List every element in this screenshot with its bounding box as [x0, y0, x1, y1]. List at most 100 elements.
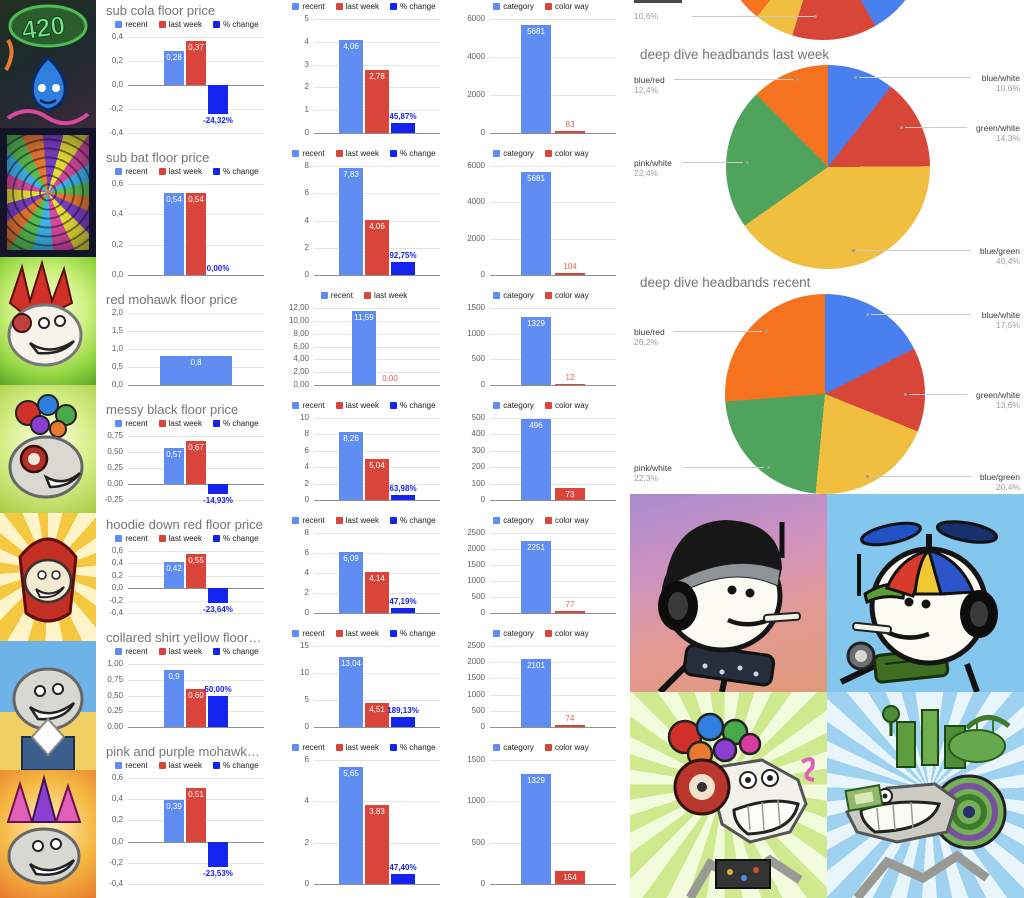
y-axis-tick-label: 8: [304, 528, 309, 537]
bar-color-way[interactable]: [555, 871, 585, 884]
bar-last-week[interactable]: [365, 69, 389, 133]
bar-category[interactable]: [521, 316, 551, 385]
y-axis-tick-label: 0,00: [107, 722, 123, 731]
bar-last-week[interactable]: [186, 441, 206, 484]
bar-recent[interactable]: [164, 193, 184, 275]
bar-change[interactable]: [391, 874, 415, 884]
bar-recent[interactable]: [164, 51, 184, 85]
chart-hoodie-down-red-floor-price[interactable]: hoodie down red floor price recent last we…: [100, 514, 274, 627]
bar-last-week[interactable]: [365, 702, 389, 727]
bar-value-label: 2251: [527, 542, 545, 552]
bar-color-way[interactable]: [555, 488, 585, 500]
bar-recent[interactable]: [339, 432, 363, 500]
chart-sub-bat-week-compare[interactable]: recent last week % change 8 6 4 2 0 7,83 4,06 92,7…: [278, 147, 450, 289]
chart-messy-black-category-color-way[interactable]: category color way 500 400 300 200 100 0 496 73: [456, 399, 626, 514]
gridline: [490, 662, 616, 664]
bar-category[interactable]: [521, 418, 551, 500]
chart-sub-cola-floor-price[interactable]: sub cola floor price recent last week % cha…: [100, 0, 274, 147]
chart-pink-purple-mohawk-category-color-way[interactable]: category color way 1500 1000 500 0 1329 154: [456, 741, 626, 898]
chart-red-mohawk-category-color-way[interactable]: category color way 1500 1000 500 0 1329 12: [456, 289, 626, 399]
bar-last-week[interactable]: [365, 458, 389, 500]
pie-headbands-recent[interactable]: blue/white 17,5% green/white 13,6% blue/gree…: [630, 294, 1024, 494]
bar-category[interactable]: [521, 171, 551, 275]
bar-change[interactable]: [391, 494, 415, 500]
bar-last-week[interactable]: [186, 787, 206, 842]
bar-recent[interactable]: [339, 767, 363, 884]
bar-recent[interactable]: [352, 310, 376, 385]
leader-line: [905, 126, 967, 128]
bar-recent[interactable]: [164, 800, 184, 842]
bar-recent[interactable]: [164, 562, 184, 589]
legend-item-category: category: [493, 291, 534, 300]
chart-messy-black-week-compare[interactable]: recent last week % change 10 8 6 4 2 0 8,26 5,04 63…: [278, 399, 450, 514]
nft-thumbnail-red-mohawk-rat[interactable]: [0, 256, 96, 385]
chart-hoodie-down-red-week-compare[interactable]: recent last week % change 8 6 4 2 0 6,09 4,14 47,1…: [278, 514, 450, 627]
chart-red-mohawk-floor-price[interactable]: red mohawk floor price 2,0 1,5 1,0 0,5 0,0 0,8: [100, 289, 274, 399]
bar-change[interactable]: [391, 608, 415, 613]
bar-color-way[interactable]: [555, 724, 585, 727]
chart-sub-bat-floor-price[interactable]: sub bat floor price recent last week % chan…: [100, 147, 274, 289]
bar-change[interactable]: [208, 484, 228, 494]
bar-color-way[interactable]: [555, 273, 585, 275]
chart-red-mohawk-week-compare[interactable]: recent last week 12,00 10,00 8,00 6,00 4,00 2,0…: [278, 289, 450, 399]
nft-thumbnail-collared-shirt-rat[interactable]: [0, 641, 96, 770]
bar-category[interactable]: [521, 774, 551, 884]
bar-recent[interactable]: [164, 670, 184, 727]
plot-area: 6 4 2 0 5,65 3,83 47,40%: [278, 754, 450, 894]
chart-collared-shirt-week-compare[interactable]: recent last week % change 15 10 5 0 13,04 4,51 18…: [278, 627, 450, 741]
chart-pink-and-purple-mohawk-floor-price[interactable]: pink and purple mohawk… recent last week % …: [100, 741, 274, 898]
nft-thumbnail-graffiti-420-art[interactable]: 420: [0, 0, 96, 129]
chart-collared-shirt-category-color-way[interactable]: category color way 2500 2000 1500 1000 500 0 210…: [456, 627, 626, 741]
chart-hoodie-down-red-category-color-way[interactable]: category color way 2500 2000 1500 1000 500 0 225…: [456, 514, 626, 627]
bar-color-way[interactable]: [555, 610, 585, 613]
nft-image-green-city-rat[interactable]: [827, 692, 1024, 898]
bar-category[interactable]: [521, 540, 551, 613]
bar-change[interactable]: [391, 262, 415, 275]
bar-last-week[interactable]: [365, 219, 389, 275]
bar-category[interactable]: [521, 25, 551, 133]
chart-sub-cola-category-color-way[interactable]: category color way 6000 4000 2000 0 5681 83: [456, 0, 626, 147]
chart-sub-cola-week-compare[interactable]: recent last week % change 5 4 3 2 1 0 4,06 2,78 45,…: [278, 0, 450, 147]
bar-change[interactable]: [208, 695, 228, 727]
pie-headbands-last-week[interactable]: blue/white 10,6% green/white 14,3% blue/gree…: [630, 65, 1024, 269]
bar-last-week[interactable]: [186, 40, 206, 85]
nft-thumbnail-pink-purple-mohawk-rat[interactable]: [0, 769, 96, 898]
nft-image-propeller-hat-character[interactable]: [827, 494, 1024, 692]
bar-last-week[interactable]: [186, 689, 206, 727]
bar-recent[interactable]: [164, 447, 184, 484]
chart-sub-bat-category-color-way[interactable]: category color way 6000 4000 2000 0 5681 104: [456, 147, 626, 289]
bar-color-way[interactable]: [555, 131, 585, 133]
bar-last-week[interactable]: [186, 554, 206, 589]
chart-collared-shirt-yellow-floor-price[interactable]: collared shirt yellow floor… recent last w…: [100, 627, 274, 741]
bar-last-week[interactable]: [186, 193, 206, 275]
legend-swatch-last-week: [335, 744, 343, 751]
bar-change[interactable]: [208, 841, 228, 867]
nft-thumbnail-psychedelic-spiral-art[interactable]: [0, 128, 96, 257]
bar-change[interactable]: [391, 122, 415, 133]
pie-headbands-last-week[interactable]: [726, 65, 930, 269]
bar-change[interactable]: [391, 716, 415, 727]
chart-messy-black-floor-price[interactable]: messy black floor price recent last week % …: [100, 399, 274, 514]
pie-fragment-cut-off-top[interactable]: 10,6%: [630, 0, 1024, 40]
chart-pink-purple-mohawk-week-compare[interactable]: recent last week % change 6 4 2 0 5,65 3,83 47,40…: [278, 741, 450, 898]
bar-change[interactable]: [208, 588, 228, 603]
bar-recent[interactable]: [339, 552, 363, 613]
legend-swatch-recent: [115, 420, 123, 427]
bar-color-way[interactable]: [555, 384, 585, 386]
bar-value[interactable]: [160, 356, 232, 385]
nft-thumbnail-hoodie-down-red-rat[interactable]: [0, 513, 96, 642]
y-axis-tick-label: 2000: [467, 657, 485, 667]
legend-label: recent: [302, 401, 325, 410]
bar-last-week[interactable]: [365, 804, 389, 884]
bar-recent[interactable]: [339, 656, 363, 727]
nft-image-black-beanie-headset-character[interactable]: [630, 494, 827, 692]
bar-category[interactable]: [521, 658, 551, 727]
nft-image-rainbow-mohawk-rat[interactable]: [630, 692, 827, 898]
bar-value-label: 8,26: [343, 434, 359, 444]
nft-thumbnail-messy-black-rat[interactable]: [0, 384, 96, 514]
bar-change[interactable]: [208, 85, 228, 115]
bar-recent[interactable]: [339, 40, 363, 133]
bar-recent[interactable]: [339, 168, 363, 275]
bar-last-week[interactable]: [365, 571, 389, 613]
pie-headbands-recent[interactable]: [725, 294, 925, 494]
